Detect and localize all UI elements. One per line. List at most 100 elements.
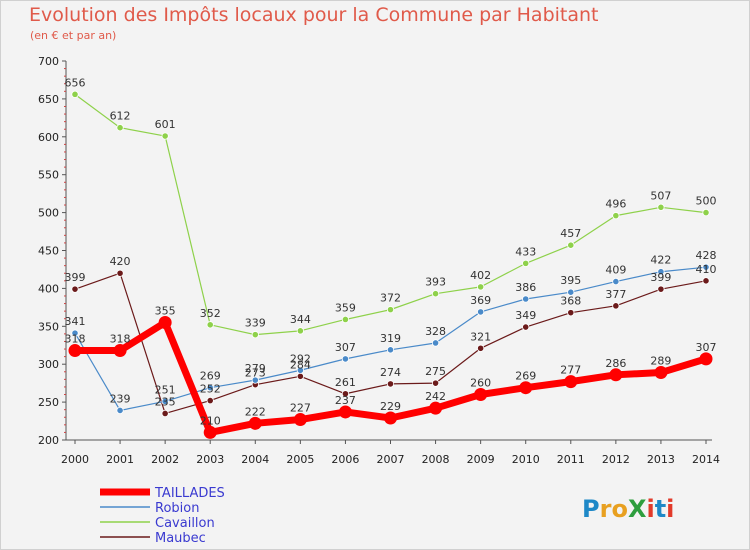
data-point-robion [612, 277, 620, 286]
x-tick-label: 2012 [602, 453, 630, 466]
axes: 200 250 300 350 400 450 500 550 600 650 700 2000 200… [38, 55, 720, 466]
data-label-robion: 369 [470, 294, 491, 307]
data-label-robion: 319 [380, 332, 401, 345]
data-label-robion: 341 [65, 315, 86, 328]
data-point-taillades [113, 344, 127, 358]
data-point-maubec [296, 372, 304, 380]
chart-title: Evolution des Impôts locaux pour la Comm… [29, 4, 599, 26]
data-label-cavaillon: 393 [425, 276, 446, 289]
data-point-taillades [293, 413, 307, 427]
x-tick-label: 2005 [286, 453, 314, 466]
data-point-maubec [161, 409, 169, 418]
logo-letter: i [666, 495, 674, 523]
data-label-taillades: 242 [425, 390, 446, 403]
y-tick-label: 250 [38, 396, 59, 409]
data-label-cavaillon: 372 [380, 292, 401, 305]
data-point-robion [251, 376, 259, 384]
data-point-cavaillon [477, 283, 485, 291]
data-point-taillades [203, 425, 217, 439]
y-tick-label: 350 [38, 320, 59, 333]
data-point-taillades [384, 411, 397, 425]
data-point-cavaillon [567, 241, 575, 249]
data-point-cavaillon [657, 203, 665, 211]
data-point-maubec [341, 390, 350, 398]
data-label-maubec: 261 [335, 376, 356, 389]
data-label-cavaillon: 601 [155, 118, 176, 131]
data-point-taillades [474, 388, 488, 402]
data-point-taillades [519, 381, 533, 395]
data-point-robion [522, 295, 530, 303]
data-label-robion: 251 [155, 383, 176, 396]
data-point-taillades [158, 316, 172, 330]
data-point-maubec [657, 285, 665, 293]
data-point-maubec [567, 309, 575, 317]
data-point-cavaillon [296, 327, 304, 335]
y-tick-label: 500 [38, 207, 59, 220]
x-tick-label: 2001 [106, 453, 134, 466]
data-point-taillades [248, 416, 262, 430]
legend-label: Robion [155, 501, 199, 516]
chart-subtitle: (en € et par an) [30, 29, 117, 42]
data-labels: 318 318 355 210 222 227 237 229 242 260 269 277 286 2… [65, 76, 717, 427]
data-label-taillades: 210 [200, 414, 221, 427]
logo-letter: i [646, 495, 654, 523]
logo-letter: P [582, 495, 600, 523]
data-label-taillades: 237 [335, 394, 356, 407]
data-point-robion [341, 355, 350, 363]
data-label-maubec: 349 [515, 309, 536, 322]
data-label-maubec: 321 [470, 330, 491, 343]
data-label-robion: 422 [650, 254, 671, 267]
series-lines [68, 90, 713, 439]
data-point-robion [477, 308, 485, 316]
data-label-taillades: 227 [290, 402, 311, 415]
data-label-cavaillon: 352 [200, 307, 221, 320]
data-label-robion: 409 [605, 264, 626, 277]
y-tick-label: 450 [38, 245, 59, 258]
data-label-taillades: 229 [380, 400, 401, 413]
data-label-taillades: 307 [696, 341, 717, 354]
data-point-maubec [477, 344, 485, 352]
data-label-maubec: 399 [65, 271, 86, 284]
y-tick-label: 300 [38, 358, 59, 371]
x-tick-label: 2011 [557, 453, 585, 466]
data-point-robion [116, 406, 124, 415]
data-point-cavaillon [161, 132, 169, 140]
data-point-cavaillon [431, 290, 440, 298]
data-point-robion [386, 346, 395, 354]
x-tick-label: 2013 [647, 453, 675, 466]
y-tick-label: 550 [38, 169, 59, 182]
data-label-taillades: 260 [470, 377, 491, 390]
data-label-maubec: 420 [110, 255, 131, 268]
data-label-robion: 395 [560, 274, 581, 287]
data-label-taillades: 318 [110, 333, 131, 346]
data-label-cavaillon: 344 [290, 313, 311, 326]
data-label-robion: 386 [515, 281, 536, 294]
data-label-cavaillon: 433 [515, 245, 536, 258]
data-point-maubec [702, 277, 710, 285]
data-label-maubec: 275 [425, 365, 446, 378]
data-point-cavaillon [612, 212, 620, 220]
data-label-robion: 269 [200, 370, 221, 383]
data-point-taillades [654, 366, 668, 380]
x-tick-label: 2008 [422, 453, 450, 466]
data-point-robion [206, 384, 214, 392]
x-tick-label: 2014 [692, 453, 720, 466]
data-point-taillades [609, 368, 623, 382]
data-label-taillades: 289 [650, 355, 671, 368]
y-tick-label: 600 [38, 131, 59, 144]
data-point-taillades [699, 352, 713, 366]
data-label-robion: 279 [245, 362, 266, 375]
x-tick-label: 2004 [241, 453, 269, 466]
data-label-maubec: 252 [200, 383, 221, 396]
data-label-taillades: 269 [515, 370, 536, 383]
data-point-maubec [386, 380, 395, 388]
data-point-cavaillon [116, 124, 124, 132]
data-label-robion: 307 [335, 341, 356, 354]
data-label-maubec: 368 [560, 295, 581, 308]
data-point-cavaillon [522, 259, 530, 267]
proxiti-logo: ProXiti [582, 495, 674, 523]
logo-text: ProXiti [582, 495, 674, 523]
